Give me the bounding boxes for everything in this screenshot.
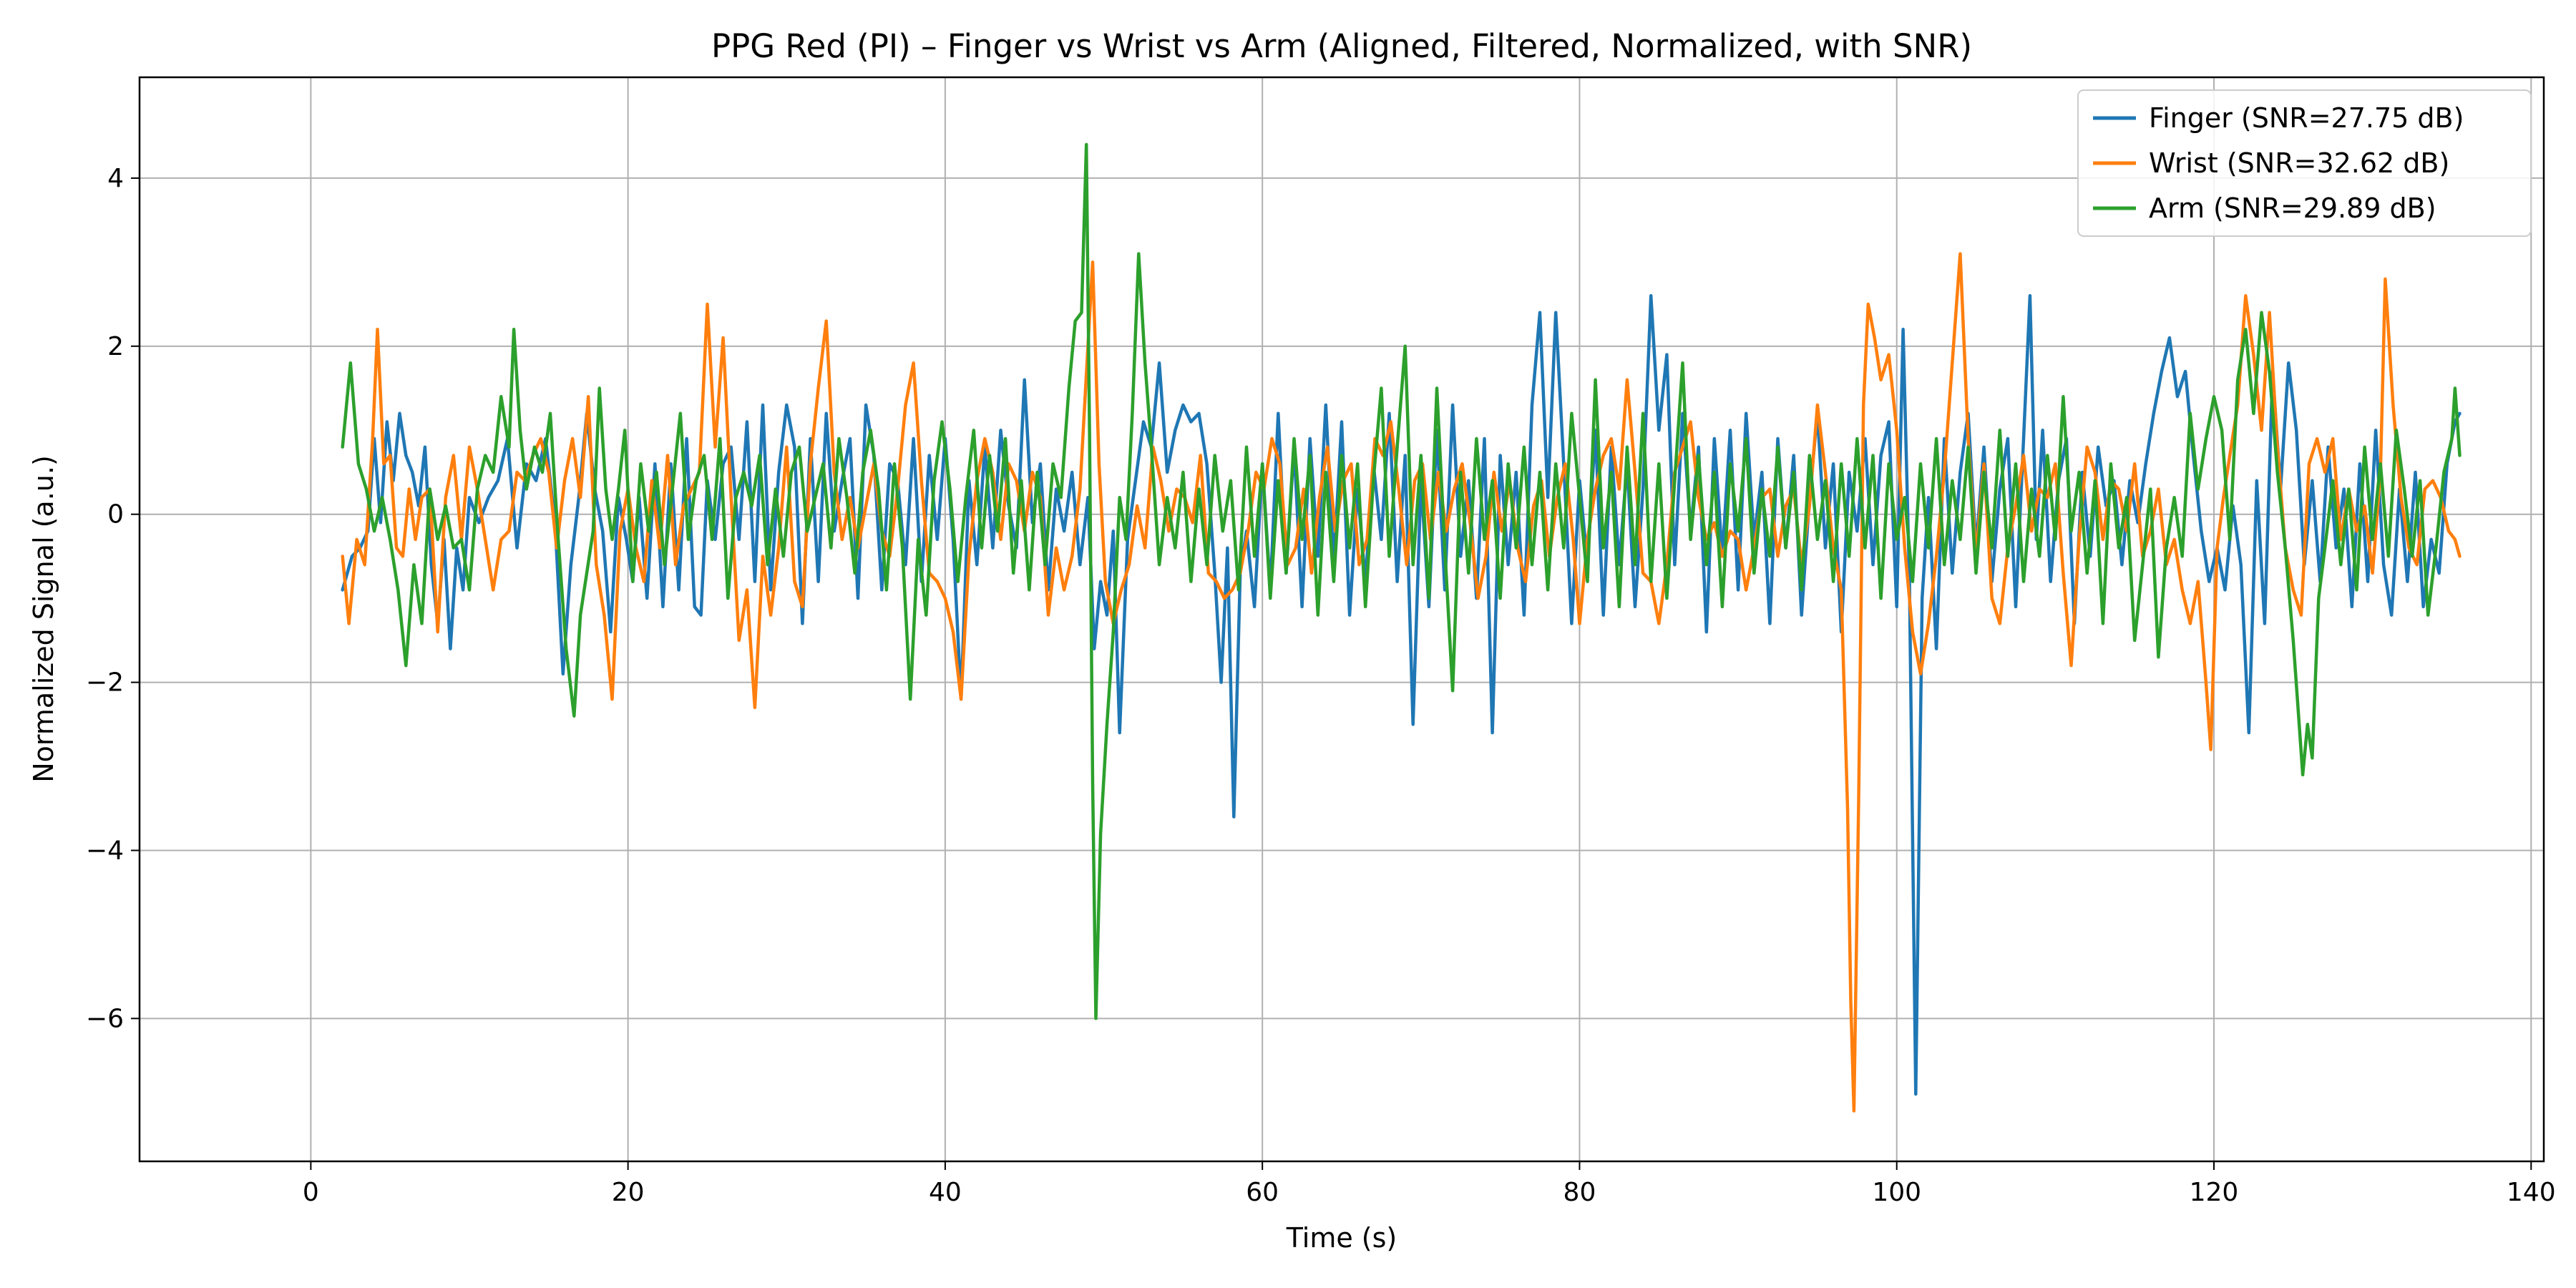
chart-title: PPG Red (PI) – Finger vs Wrist vs Arm (A… [711, 27, 1972, 65]
x-tick-label: 80 [1563, 1178, 1596, 1207]
legend-box [2077, 89, 2532, 237]
y-tick-label: 0 [107, 500, 124, 530]
x-tick-label: 40 [929, 1178, 962, 1207]
legend-label-finger: Finger (SNR=27.75 dB) [2149, 102, 2464, 134]
series-line-arm [341, 142, 2462, 1020]
x-axis: 0 20 40 60 80 100 120 140 [303, 1161, 2556, 1207]
y-tick-label: −6 [86, 1004, 124, 1033]
y-axis: −6 −4 −2 0 2 4 [86, 164, 140, 1033]
series-layer [341, 142, 2462, 1113]
y-axis-label: Normalized Signal (a.u.) [28, 455, 59, 783]
x-tick-label: 120 [2190, 1178, 2239, 1207]
y-tick-label: −2 [86, 668, 124, 698]
y-tick-label: −4 [86, 836, 124, 865]
plot-area [341, 142, 2462, 1113]
x-tick-label: 60 [1246, 1178, 1279, 1207]
plot-frame [138, 76, 2545, 1163]
x-tick-label: 0 [303, 1178, 319, 1207]
legend: Finger (SNR=27.75 dB) Wrist (SNR=32.62 d… [2077, 89, 2532, 237]
y-tick-label: 4 [107, 164, 124, 193]
legend-label-wrist: Wrist (SNR=32.62 dB) [2149, 147, 2449, 179]
x-tick-label: 140 [2507, 1178, 2556, 1207]
x-tick-label: 100 [1872, 1178, 1921, 1207]
x-tick-label: 20 [612, 1178, 645, 1207]
x-axis-label: Time (s) [1286, 1222, 1397, 1254]
legend-label-arm: Arm (SNR=29.89 dB) [2149, 192, 2436, 224]
grid-lines [140, 77, 2544, 1161]
y-tick-label: 2 [107, 332, 124, 361]
